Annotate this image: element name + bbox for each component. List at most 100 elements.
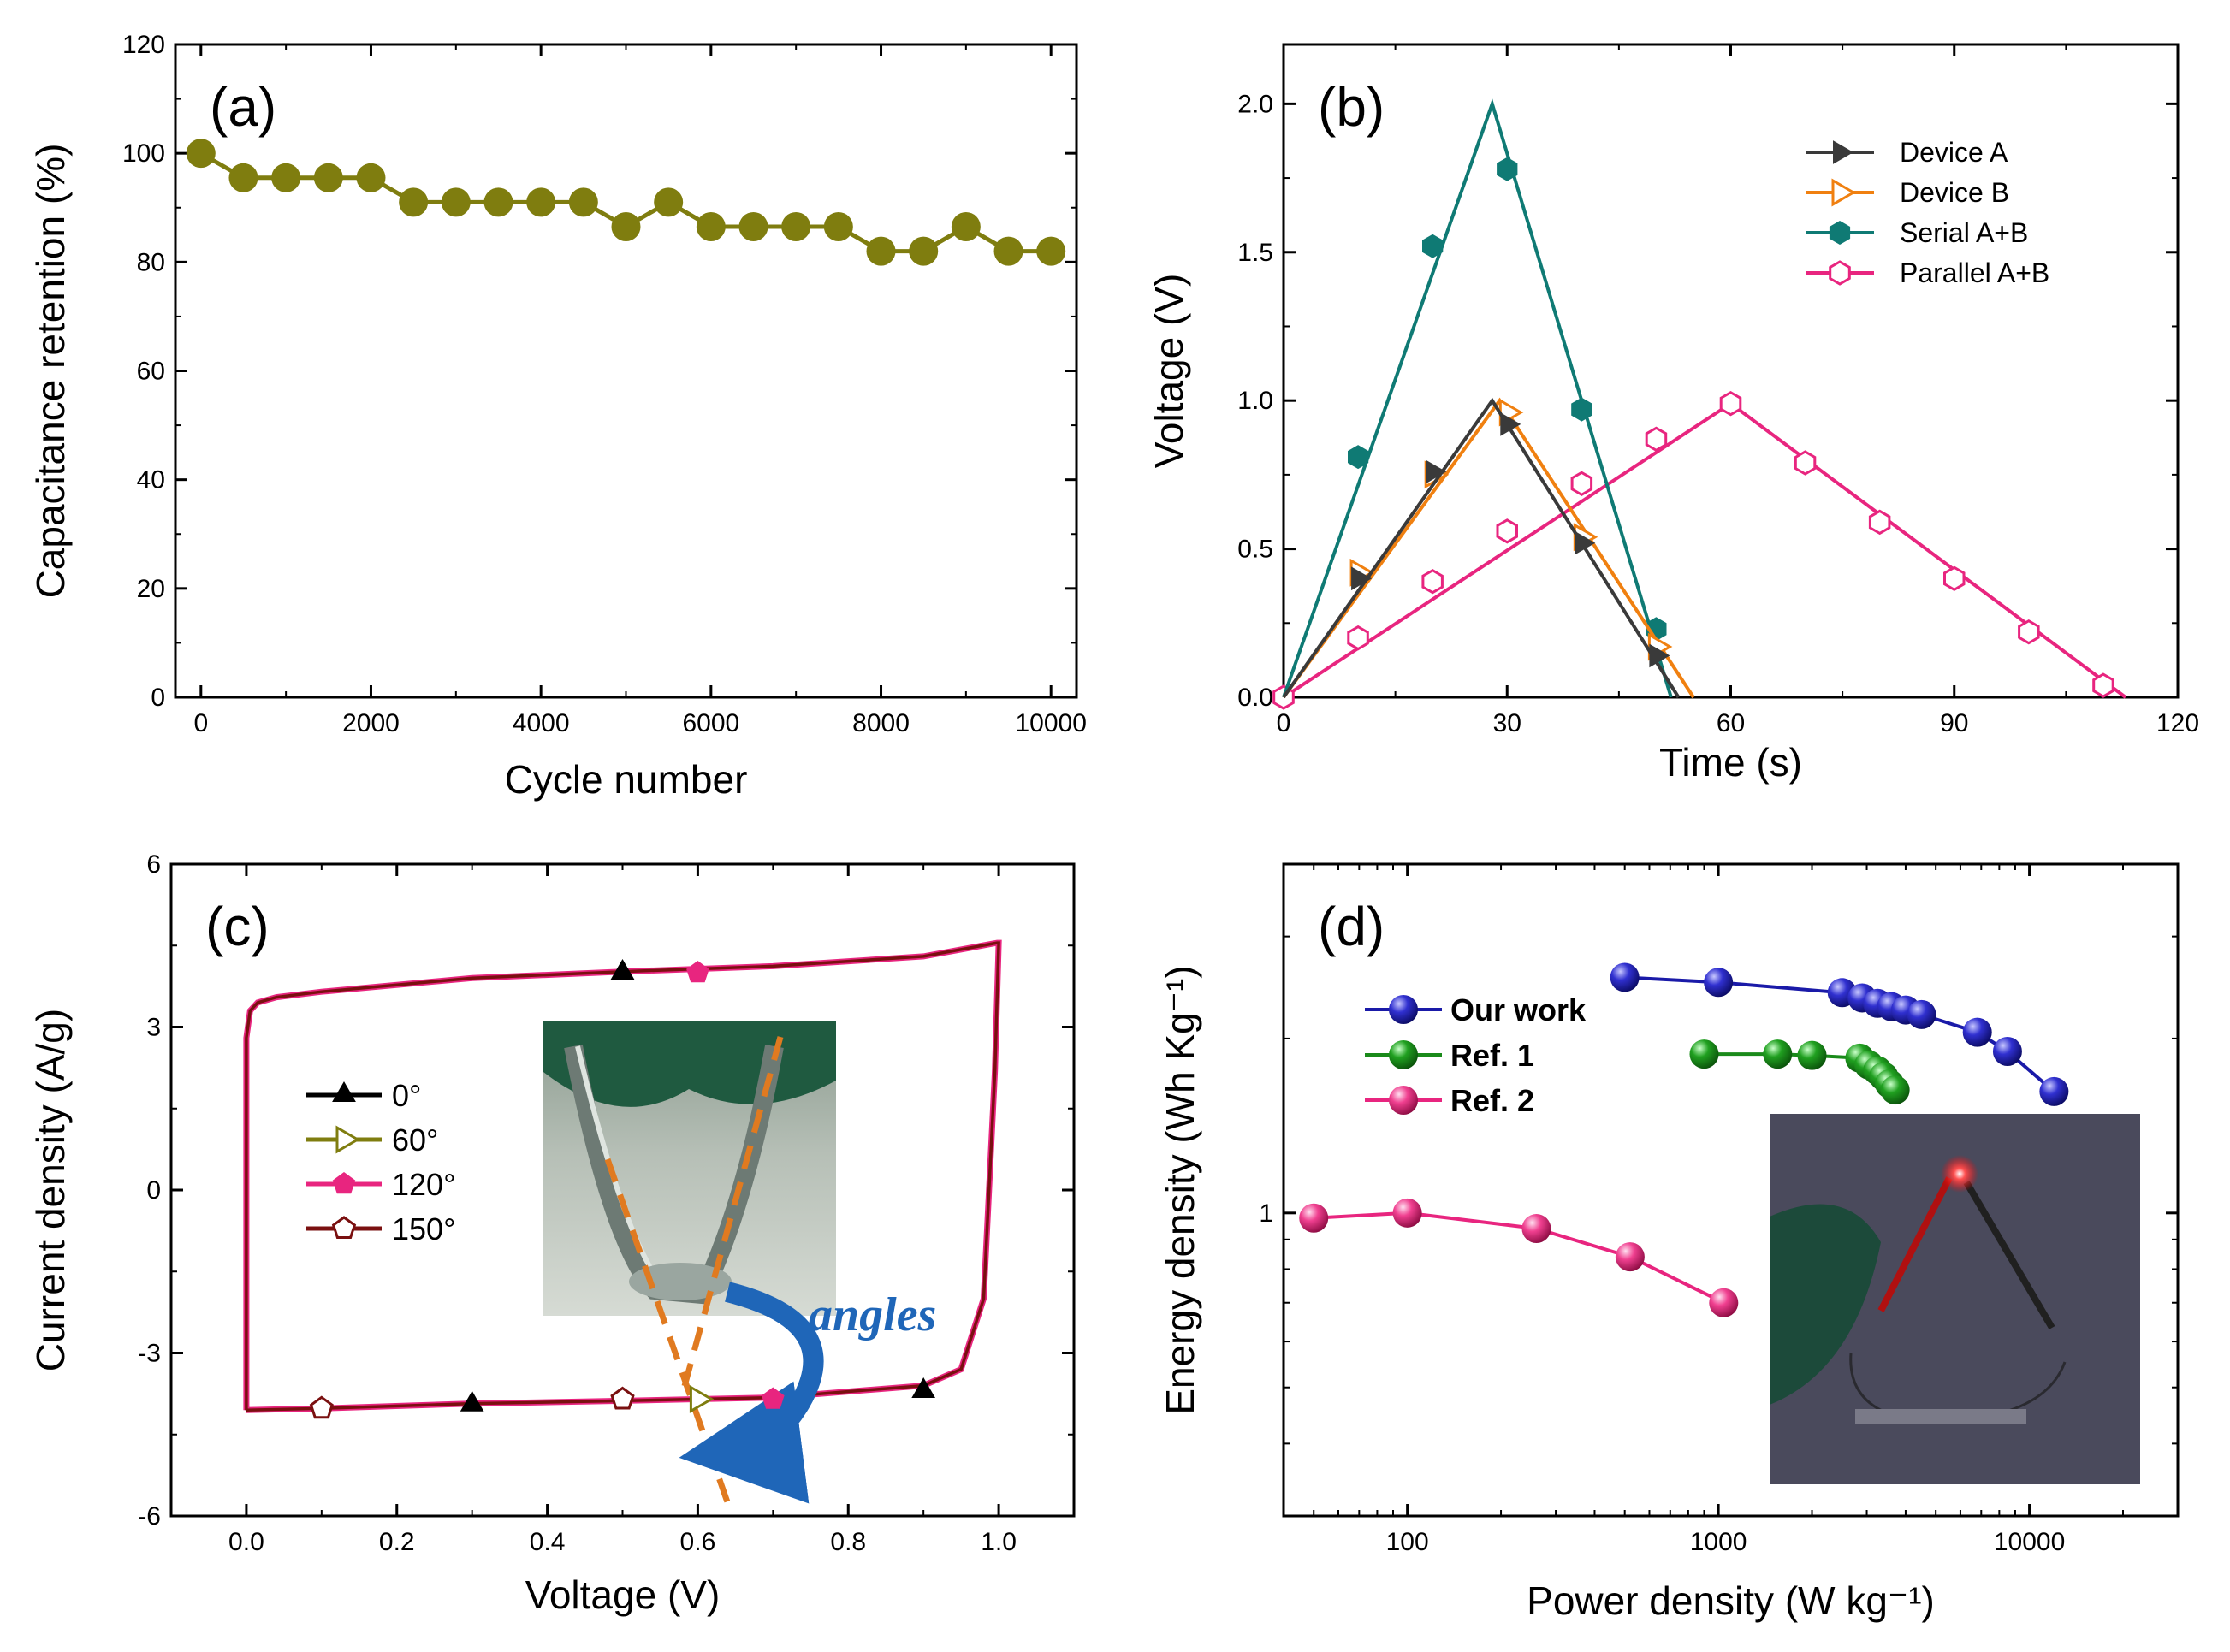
data-point bbox=[1575, 530, 1596, 555]
panel-d: 1 100 1000 10000 Power density (W kg⁻¹) Energ… bbox=[1158, 862, 2180, 1623]
data-point bbox=[2039, 1076, 2069, 1106]
x-tick-label: 10000 bbox=[1994, 1528, 2065, 1556]
legend-marker bbox=[331, 1216, 357, 1239]
data-point bbox=[1709, 1288, 1739, 1317]
cv-curve-dark bbox=[245, 941, 1000, 1412]
data-point bbox=[696, 212, 726, 242]
data-point bbox=[1615, 1242, 1645, 1272]
x-tick-label: 60 bbox=[1717, 709, 1745, 737]
data-point bbox=[1880, 1075, 1910, 1105]
data-point bbox=[1610, 962, 1640, 992]
data-point bbox=[1497, 157, 1518, 181]
x-tick-label: 1000 bbox=[1690, 1528, 1747, 1556]
data-point bbox=[1649, 643, 1670, 668]
legend-label: Our work bbox=[1450, 992, 1587, 1027]
data-point bbox=[1421, 568, 1444, 595]
y-tick-label: 80 bbox=[137, 248, 165, 276]
plot-frame bbox=[1282, 43, 2180, 699]
x-tick-label: 6000 bbox=[682, 709, 739, 737]
data-point bbox=[1496, 518, 1518, 544]
data-point bbox=[951, 212, 981, 242]
x-tick-label: 0.2 bbox=[379, 1528, 415, 1556]
legend-label: 150° bbox=[392, 1211, 455, 1246]
data-point bbox=[1299, 1203, 1329, 1233]
legend-label: 60° bbox=[392, 1122, 438, 1158]
data-point bbox=[526, 187, 556, 217]
data-point bbox=[1868, 509, 1891, 536]
legend-marker bbox=[332, 1172, 356, 1194]
inset-photo-bent-device bbox=[543, 1021, 836, 1316]
data-point bbox=[610, 1386, 635, 1410]
data-point bbox=[1797, 1040, 1827, 1070]
x-tick-label: 0.6 bbox=[680, 1528, 716, 1556]
data-point bbox=[654, 187, 684, 217]
data-point bbox=[911, 1377, 935, 1398]
data-point bbox=[1392, 1198, 1422, 1228]
data-point bbox=[1962, 1017, 1992, 1047]
data-point bbox=[1794, 450, 1817, 476]
panel-label: (b) bbox=[1318, 76, 1385, 138]
series-line bbox=[1282, 397, 1681, 699]
legend-marker bbox=[332, 1081, 356, 1102]
data-point bbox=[1347, 625, 1369, 651]
data-point bbox=[1943, 565, 1966, 592]
data-point bbox=[1992, 1036, 2022, 1066]
data-point bbox=[1036, 236, 1066, 266]
legend-marker bbox=[1389, 1086, 1418, 1115]
x-tick-label: 0.8 bbox=[830, 1528, 866, 1556]
legend-marker bbox=[1833, 140, 1853, 164]
y-tick-label: 20 bbox=[137, 575, 165, 603]
curved-arrow bbox=[679, 1282, 824, 1504]
data-point bbox=[610, 959, 635, 980]
y-tick-label: -6 bbox=[138, 1502, 161, 1531]
data-point bbox=[399, 187, 429, 217]
panel-c: -6 -3 0 3 6 0.0 0.2 0.4 0.6 0.8 1.0 Voltage (V) Curr… bbox=[28, 850, 1076, 1617]
x-axis-title: Time (s) bbox=[1659, 740, 1802, 785]
data-point bbox=[2018, 619, 2040, 645]
data-point bbox=[271, 163, 301, 192]
data-point bbox=[738, 212, 768, 242]
data-point bbox=[1500, 412, 1521, 436]
legend-marker bbox=[1829, 260, 1851, 286]
data-point bbox=[460, 1390, 484, 1412]
legend-label: Ref. 1 bbox=[1450, 1038, 1534, 1073]
series-line bbox=[1282, 401, 2127, 699]
data-point bbox=[781, 212, 811, 242]
data-point bbox=[356, 163, 386, 192]
x-axis-title: Power density (W kg⁻¹) bbox=[1527, 1578, 1935, 1623]
panel-label: (a) bbox=[210, 76, 276, 138]
data-point bbox=[313, 163, 343, 192]
data-point bbox=[686, 961, 709, 983]
legend-label: 120° bbox=[392, 1167, 455, 1202]
legend-label: Device B bbox=[1900, 177, 2009, 208]
x-axis-title: Voltage (V) bbox=[525, 1572, 721, 1617]
y-tick-label: 120 bbox=[122, 31, 165, 59]
panel-b: 0.0 0.5 1.0 1.5 2.0 0 30 60 90 120 Time (s) Voltage… bbox=[1147, 43, 2199, 785]
x-tick-label: 0 bbox=[1277, 709, 1291, 737]
data-point bbox=[1351, 566, 1373, 591]
data-point bbox=[1570, 471, 1593, 497]
y-tick-label: 2.0 bbox=[1237, 90, 1273, 118]
data-point bbox=[909, 236, 939, 266]
legend-label: Serial A+B bbox=[1900, 217, 2028, 248]
plot-frame bbox=[174, 43, 1078, 699]
panel-label: (c) bbox=[205, 896, 270, 957]
x-tick-label: 1.0 bbox=[981, 1528, 1017, 1556]
photo-glove bbox=[1770, 1204, 1881, 1405]
data-point bbox=[1348, 445, 1369, 470]
series-line bbox=[1314, 1211, 1725, 1305]
legend-marker bbox=[1389, 995, 1418, 1024]
data-point bbox=[1571, 397, 1592, 422]
data-point bbox=[1763, 1039, 1793, 1069]
x-axis-title: Cycle number bbox=[505, 757, 748, 802]
photo-bend bbox=[629, 1263, 732, 1300]
y-tick-label: 0.0 bbox=[1237, 684, 1273, 712]
y-tick-label: 60 bbox=[137, 358, 165, 386]
plot-frame bbox=[1282, 862, 2180, 1518]
data-point bbox=[568, 187, 598, 217]
data-point bbox=[823, 212, 853, 242]
data-point bbox=[993, 236, 1023, 266]
photo-highlight bbox=[575, 1045, 661, 1283]
data-point bbox=[611, 212, 641, 242]
